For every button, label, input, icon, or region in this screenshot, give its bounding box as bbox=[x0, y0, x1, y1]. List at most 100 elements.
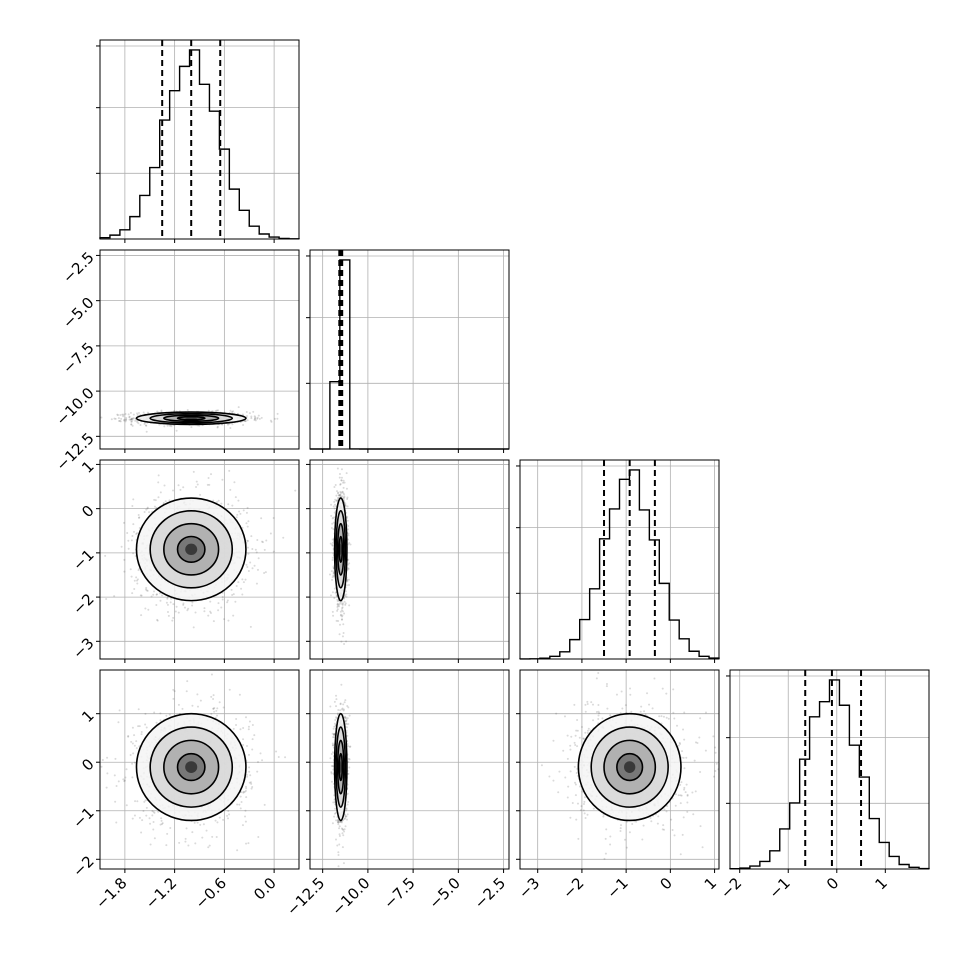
scatter-point bbox=[130, 417, 133, 420]
scatter-point bbox=[155, 721, 158, 724]
scatter-point bbox=[345, 640, 348, 643]
y-tick-label: 0 bbox=[78, 502, 97, 521]
scatter-point bbox=[124, 776, 127, 779]
scatter-point bbox=[221, 478, 224, 481]
scatter-point bbox=[294, 489, 297, 492]
scatter-point bbox=[234, 600, 237, 603]
scatter-point bbox=[259, 752, 262, 755]
scatter-point bbox=[152, 820, 155, 823]
scatter-point bbox=[127, 547, 130, 550]
scatter-point bbox=[339, 483, 342, 486]
scatter-point bbox=[330, 514, 333, 517]
scatter-point bbox=[229, 426, 232, 429]
scatter-point bbox=[246, 525, 249, 528]
scatter-point bbox=[133, 814, 136, 817]
scatter-point bbox=[238, 803, 241, 806]
scatter-point bbox=[247, 725, 250, 728]
scatter-point bbox=[185, 827, 188, 830]
scatter-point bbox=[194, 842, 197, 845]
scatter-point bbox=[342, 479, 345, 482]
scatter-point bbox=[247, 552, 250, 555]
scatter-point bbox=[192, 470, 195, 473]
scatter-point bbox=[255, 551, 258, 554]
scatter-point bbox=[130, 417, 133, 420]
scatter-point bbox=[331, 558, 334, 561]
scatter-point bbox=[122, 778, 125, 781]
scatter-point bbox=[256, 760, 259, 763]
scatter-point bbox=[332, 614, 335, 617]
scatter-point bbox=[191, 831, 194, 834]
scatter-point bbox=[331, 578, 334, 581]
scatter-point bbox=[213, 710, 216, 713]
scatter-point bbox=[127, 539, 130, 542]
scatter-point bbox=[331, 556, 334, 559]
scatter-point bbox=[260, 517, 263, 520]
scatter-point bbox=[345, 584, 348, 587]
scatter-point bbox=[159, 719, 162, 722]
scatter-point bbox=[105, 597, 108, 600]
scatter-point bbox=[201, 836, 204, 839]
scatter-point bbox=[120, 545, 123, 548]
y-tick-label: 0 bbox=[78, 755, 97, 774]
scatter-point bbox=[253, 418, 256, 421]
scatter-point bbox=[135, 740, 138, 743]
scatter-point bbox=[136, 532, 139, 535]
scatter-point bbox=[138, 816, 141, 819]
scatter-point bbox=[117, 417, 120, 420]
scatter-point bbox=[339, 623, 342, 626]
scatter-point bbox=[105, 786, 108, 789]
scatter-point bbox=[135, 747, 138, 750]
scatter-point bbox=[166, 610, 169, 613]
panel-1-0: −12.5−10.0−7.5−5.0−2.5 bbox=[52, 248, 300, 474]
scatter-point bbox=[218, 701, 221, 704]
scatter-point bbox=[122, 415, 125, 418]
scatter-point bbox=[125, 418, 128, 421]
scatter-point bbox=[121, 413, 124, 416]
scatter-point bbox=[186, 409, 189, 412]
scatter-point bbox=[216, 714, 219, 717]
scatter-point bbox=[186, 680, 189, 683]
scatter-point bbox=[215, 836, 218, 839]
scatter-point bbox=[136, 413, 139, 416]
scatter-point bbox=[227, 619, 230, 622]
scatter-point bbox=[223, 618, 226, 621]
scatter-point bbox=[137, 725, 140, 728]
scatter-point bbox=[195, 480, 198, 483]
y-tick-label: −7.5 bbox=[59, 339, 97, 377]
scatter-point bbox=[250, 415, 253, 418]
scatter-point bbox=[245, 410, 248, 413]
scatter-point bbox=[125, 419, 128, 422]
scatter-point bbox=[202, 823, 205, 826]
scatter-point bbox=[245, 522, 248, 525]
scatter-point bbox=[124, 412, 127, 415]
scatter-point bbox=[130, 418, 133, 421]
scatter-point bbox=[129, 411, 132, 414]
scatter-point bbox=[123, 558, 126, 561]
scatter-point bbox=[130, 740, 133, 743]
scatter-point bbox=[250, 787, 253, 790]
scatter-point bbox=[136, 800, 139, 803]
scatter-point bbox=[120, 417, 123, 420]
scatter-point bbox=[232, 410, 235, 413]
scatter-point bbox=[217, 602, 220, 605]
scatter-point bbox=[175, 605, 178, 608]
y-tick-label: 1 bbox=[78, 707, 97, 726]
scatter-point bbox=[261, 540, 264, 543]
scatter-point bbox=[207, 409, 210, 412]
scatter-point bbox=[330, 570, 333, 573]
scatter-point bbox=[341, 607, 344, 610]
scatter-point bbox=[256, 770, 259, 773]
scatter-point bbox=[226, 599, 229, 602]
scatter-point bbox=[218, 816, 221, 819]
scatter-point bbox=[147, 608, 150, 611]
scatter-point bbox=[160, 819, 163, 822]
scatter-point bbox=[232, 727, 235, 730]
scatter-point bbox=[185, 690, 188, 693]
scatter-point bbox=[133, 761, 136, 764]
scatter-point bbox=[232, 614, 235, 617]
scatter-point bbox=[165, 844, 168, 847]
scatter-point bbox=[249, 774, 252, 777]
scatter-point bbox=[115, 784, 118, 787]
scatter-point bbox=[242, 509, 245, 512]
panel-frame bbox=[99, 39, 300, 240]
